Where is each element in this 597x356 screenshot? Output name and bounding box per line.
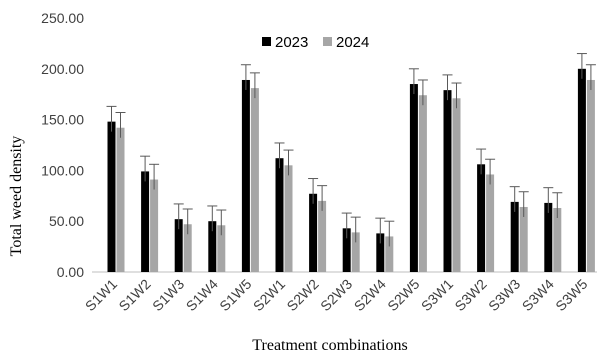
bar-2023-S2W5 bbox=[409, 84, 418, 272]
error-bar-2023-S3W4 bbox=[543, 187, 554, 213]
error-bar-2024-S2W2 bbox=[317, 185, 328, 211]
bar-2023-S1W4 bbox=[208, 221, 217, 272]
bar-2024-S1W3 bbox=[183, 224, 192, 272]
x-tick-label: S3W1 bbox=[418, 276, 456, 314]
error-bar-2024-S1W5 bbox=[249, 72, 260, 99]
error-bar-2023-S1W4 bbox=[207, 205, 218, 232]
bar-2024-S1W5 bbox=[250, 88, 259, 272]
error-bar-2024-S1W3 bbox=[182, 208, 193, 235]
bar-2023-S3W4 bbox=[544, 202, 553, 272]
bar-2024-S3W5 bbox=[586, 79, 595, 272]
bar-2024-S3W4 bbox=[553, 207, 562, 272]
error-bar-2024-S2W3 bbox=[350, 216, 361, 243]
y-axis-title: Total weed density bbox=[8, 136, 25, 257]
x-tick-label: S3W5 bbox=[552, 276, 590, 314]
error-bar-2023-S3W3 bbox=[509, 186, 520, 212]
bar-2024-S1W4 bbox=[217, 225, 226, 272]
x-tick-label: S1W2 bbox=[115, 276, 153, 314]
legend-swatch bbox=[262, 37, 271, 46]
legend-label: 2023 bbox=[275, 34, 308, 51]
x-axis-title: Treatment combinations bbox=[252, 337, 407, 354]
bar-2024-S3W2 bbox=[486, 174, 495, 272]
error-bar-2023-S2W5 bbox=[408, 68, 419, 95]
bar-2023-S1W1 bbox=[107, 121, 116, 272]
x-tick-label: S3W2 bbox=[451, 276, 489, 314]
y-tick-label: 150.00 bbox=[41, 112, 84, 128]
x-tick-labels: S1W1S1W2S1W3S1W4S1W5S2W1S2W2S2W3S2W4S2W5… bbox=[82, 276, 591, 314]
error-bar-2024-S3W1 bbox=[451, 82, 462, 109]
bar-2023-S3W3 bbox=[510, 201, 519, 272]
y-tick-label: 250.00 bbox=[41, 10, 84, 26]
bar-2023-S3W5 bbox=[577, 68, 586, 272]
error-bar-2023-S3W2 bbox=[476, 148, 487, 175]
error-bar-2024-S1W2 bbox=[149, 163, 160, 190]
legend-item-2023: 2023 bbox=[262, 34, 308, 51]
y-tick-label: 200.00 bbox=[41, 61, 84, 77]
x-tick-label: S3W3 bbox=[485, 276, 523, 314]
bar-2023-S2W4 bbox=[376, 233, 385, 272]
error-bar-2024-S1W1 bbox=[115, 111, 126, 138]
error-bar-2023-S2W1 bbox=[274, 142, 285, 169]
x-tick-label: S3W4 bbox=[519, 276, 557, 314]
x-tick-label: S1W3 bbox=[149, 276, 187, 314]
error-bar-2024-S2W1 bbox=[283, 149, 294, 176]
bars-layer bbox=[107, 68, 595, 272]
bar-2023-S1W2 bbox=[141, 171, 150, 272]
error-bar-2024-S3W5 bbox=[585, 64, 596, 90]
y-tick-label: 100.00 bbox=[41, 162, 84, 178]
x-tick-label: S1W4 bbox=[183, 276, 221, 314]
error-bar-2023-S2W2 bbox=[308, 178, 319, 204]
error-bar-2024-S3W4 bbox=[552, 192, 563, 218]
bar-2023-S1W3 bbox=[174, 219, 183, 272]
bar-2024-S3W1 bbox=[452, 98, 461, 272]
bar-2024-S2W3 bbox=[351, 232, 360, 272]
x-tick-label: S2W1 bbox=[250, 276, 288, 314]
bar-2024-S2W1 bbox=[284, 165, 293, 272]
error-bar-2023-S1W1 bbox=[106, 105, 117, 132]
bar-2024-S3W3 bbox=[519, 206, 528, 272]
bar-2023-S3W2 bbox=[477, 164, 486, 272]
error-bar-2023-S1W3 bbox=[173, 203, 184, 230]
error-bar-2023-S1W2 bbox=[140, 155, 151, 182]
error-bar-2024-S2W5 bbox=[417, 79, 428, 106]
error-bar-2023-S2W4 bbox=[375, 217, 386, 244]
legend: 2023 2024 bbox=[262, 34, 369, 51]
x-tick-label: S1W1 bbox=[82, 276, 120, 314]
error-bar-2023-S2W3 bbox=[341, 212, 352, 239]
error-bar-2024-S2W4 bbox=[384, 220, 395, 247]
bar-2023-S3W1 bbox=[443, 90, 452, 272]
y-tick-label: 50.00 bbox=[49, 213, 84, 229]
legend-swatch bbox=[323, 37, 332, 46]
x-tick-label: S2W4 bbox=[351, 276, 389, 314]
bar-2024-S2W4 bbox=[385, 236, 394, 272]
bar-2024-S1W2 bbox=[150, 179, 159, 272]
bar-2024-S2W5 bbox=[418, 95, 427, 272]
x-tick-label: S2W3 bbox=[317, 276, 355, 314]
error-bar-2023-S3W1 bbox=[442, 74, 453, 101]
legend-item-2024: 2024 bbox=[323, 34, 369, 51]
error-bar-2023-S3W5 bbox=[576, 53, 587, 79]
x-tick-label: S1W5 bbox=[216, 276, 254, 314]
bar-2023-S2W3 bbox=[342, 228, 351, 272]
x-tick-label: S2W2 bbox=[283, 276, 321, 314]
x-tick-label: S2W5 bbox=[384, 276, 422, 314]
bar-2024-S2W2 bbox=[318, 200, 327, 272]
bar-2023-S1W5 bbox=[241, 79, 250, 272]
error-bars-layer bbox=[106, 53, 596, 247]
error-bar-2024-S3W2 bbox=[485, 158, 496, 185]
bar-2023-S2W2 bbox=[309, 193, 318, 272]
y-tick-labels: 0.00 50.00 100.00 150.00 200.00 250.00 bbox=[41, 10, 84, 280]
legend-label: 2024 bbox=[336, 34, 369, 51]
error-bar-2024-S1W4 bbox=[216, 209, 227, 236]
error-bar-2023-S1W5 bbox=[240, 64, 251, 90]
bar-2023-S2W1 bbox=[275, 158, 284, 272]
error-bar-2024-S3W3 bbox=[518, 191, 529, 217]
y-tick-label: 0.00 bbox=[57, 264, 84, 280]
bar-2024-S1W1 bbox=[116, 127, 125, 272]
